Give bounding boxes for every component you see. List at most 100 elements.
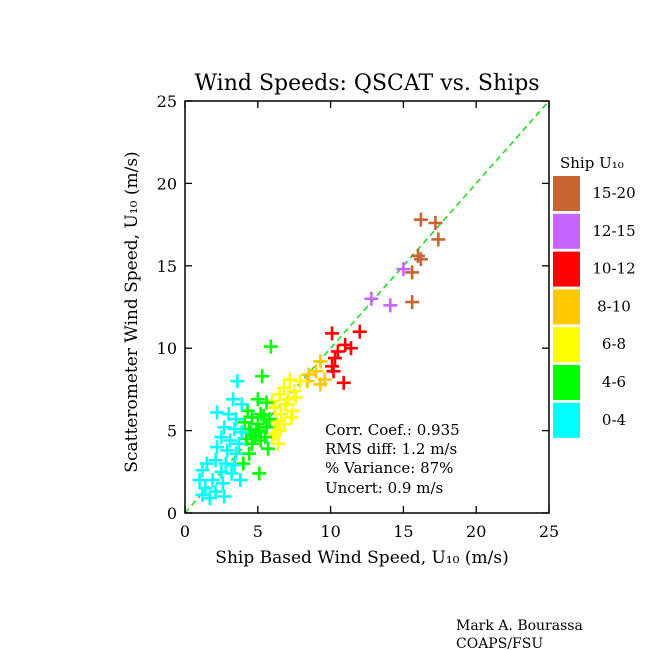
data-point: [214, 430, 229, 445]
x-tick-label: 25: [539, 522, 559, 541]
stat-variance: % Variance: 87%: [325, 459, 453, 477]
data-point: [313, 377, 328, 392]
data-point: [220, 443, 235, 458]
data-point: [195, 487, 210, 502]
legend-swatch: [553, 365, 580, 400]
data-point: [255, 369, 270, 384]
legend-swatch: [553, 327, 580, 363]
data-point: [287, 384, 302, 399]
data-point: [325, 326, 340, 341]
x-tick-label: 10: [320, 522, 340, 541]
data-point: [223, 433, 238, 448]
data-point: [364, 291, 379, 306]
data-point: [228, 446, 243, 461]
legend-label: 0-4: [602, 411, 626, 429]
x-tick-label: 5: [253, 522, 263, 541]
y-tick-label: 25: [157, 92, 177, 111]
credit-author: Mark A. Bourassa: [456, 618, 583, 634]
data-point: [260, 441, 275, 456]
data-point: [228, 412, 243, 427]
data-point: [236, 456, 251, 471]
y-tick-label: 0: [167, 504, 177, 523]
data-point: [256, 408, 271, 423]
data-point: [198, 481, 213, 496]
y-axis-label: Scatterometer Wind Speed, U₁₀ (m/s): [122, 151, 142, 472]
legend-swatch: [553, 176, 580, 211]
data-point: [396, 262, 411, 277]
stat-uncert: Uncert: 0.9 m/s: [325, 479, 443, 497]
data-point: [250, 417, 265, 432]
data-point: [205, 473, 220, 488]
data-point: [250, 392, 265, 407]
data-point: [231, 436, 246, 451]
x-tick-label: 0: [180, 522, 190, 541]
data-point: [352, 324, 367, 339]
data-point: [410, 248, 425, 263]
data-point: [284, 410, 299, 425]
data-point: [259, 420, 274, 435]
data-point: [343, 341, 358, 356]
data-point: [210, 405, 225, 420]
data-point: [195, 463, 210, 478]
y-tick-label: 10: [157, 339, 177, 358]
legend-label: 8-10: [597, 297, 631, 315]
data-point: [309, 364, 324, 379]
data-point: [210, 440, 225, 455]
data-point: [428, 215, 443, 230]
legend-title: Ship U₁₀: [560, 154, 624, 172]
legend-swatch: [553, 289, 580, 325]
data-point: [413, 252, 428, 267]
y-tick-label: 5: [167, 422, 177, 441]
y-tick-label: 15: [157, 257, 177, 276]
credit-affiliation: COAPS/FSU: [456, 636, 543, 650]
data-point: [263, 339, 278, 354]
legend-label: 4-6: [602, 373, 626, 391]
plot-frame: [184, 100, 550, 514]
data-point: [230, 374, 245, 389]
data-point: [282, 372, 297, 387]
plot-area: 0 5 10 15 20 25 0 5 10 15 20 25: [157, 92, 560, 541]
data-point: [221, 407, 236, 422]
stats-box: Corr. Coef.: 0.935 RMS diff: 1.2 m/s % V…: [325, 421, 460, 497]
data-point: [259, 395, 274, 410]
legend: Ship U₁₀ 15-20 12-15 10-12 8-10 6-8 4-6 0-4: [553, 154, 636, 438]
data-point: [217, 420, 232, 435]
data-point: [330, 344, 345, 359]
legend-label: 6-8: [602, 335, 626, 353]
data-point: [327, 351, 342, 366]
data-point: [224, 466, 239, 481]
data-point: [278, 397, 293, 412]
data-point: [227, 458, 242, 473]
data-point: [253, 433, 268, 448]
data-point: [208, 453, 223, 468]
legend-swatch: [553, 251, 580, 287]
data-point: [383, 298, 398, 313]
data-point: [234, 397, 249, 412]
data-point: [227, 421, 242, 436]
data-point: [272, 387, 287, 402]
data-point: [271, 436, 286, 451]
axis-ticks: 0 5 10 15 20 25 0 5 10 15 20 25: [157, 92, 560, 541]
x-tick-label: 15: [393, 522, 413, 541]
data-point: [269, 413, 284, 428]
chart-title: Wind Speeds: QSCAT vs. Ships: [194, 71, 539, 96]
data-point: [285, 403, 300, 418]
data-point: [413, 212, 428, 227]
data-point: [313, 354, 328, 369]
data-points: [192, 212, 446, 506]
data-point: [202, 491, 217, 506]
y-tick-label: 20: [157, 174, 177, 193]
legend-label: 15-20: [592, 184, 635, 202]
data-point: [242, 446, 257, 461]
legend-swatch: [553, 402, 580, 438]
data-point: [226, 392, 241, 407]
data-point: [293, 374, 308, 389]
data-point: [233, 473, 248, 488]
x-axis-label: Ship Based Wind Speed, U₁₀ (m/s): [215, 548, 508, 568]
data-point: [252, 466, 267, 481]
legend-label: 12-15: [592, 222, 635, 240]
x-tick-label: 20: [466, 522, 486, 541]
data-point: [215, 476, 230, 491]
data-point: [288, 390, 303, 405]
